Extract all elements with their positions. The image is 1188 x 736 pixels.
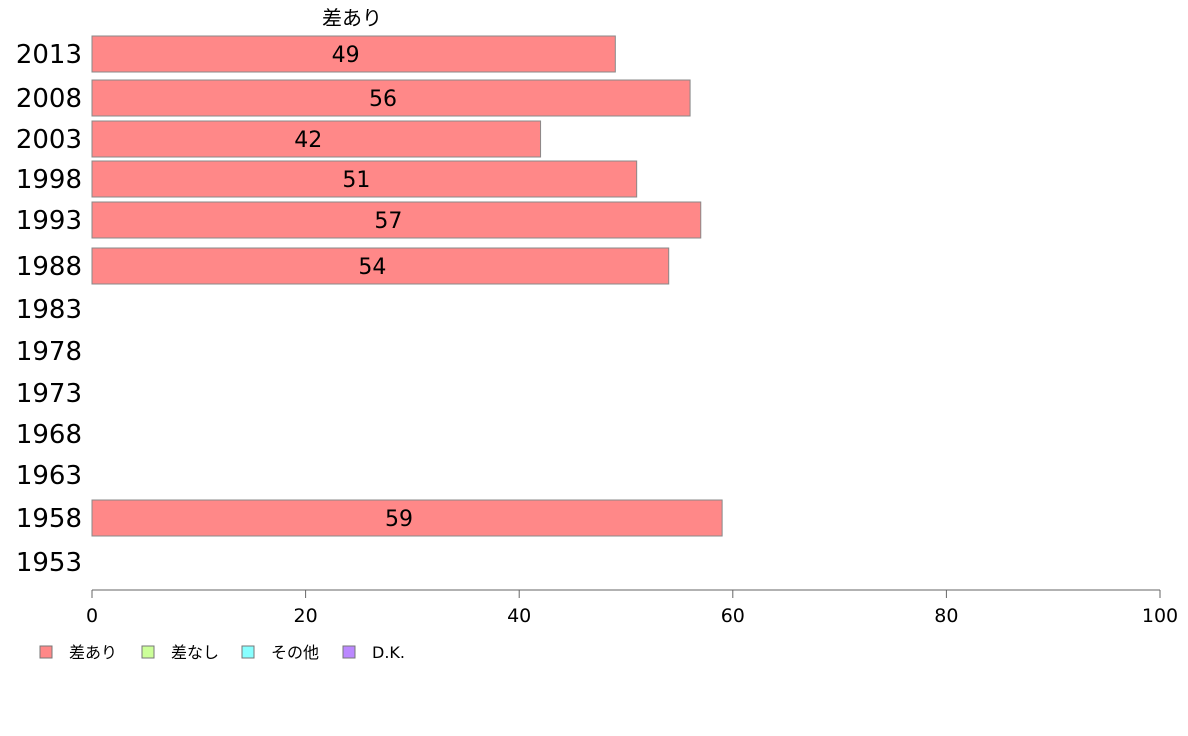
x-tick-label: 60	[721, 605, 745, 627]
x-axis: 0 20 40 60 80 100	[86, 589, 1178, 627]
legend-swatch	[342, 645, 356, 659]
bar	[91, 120, 542, 158]
legend-swatch	[241, 645, 255, 659]
legend-swatch	[39, 645, 53, 659]
legend: 差あり 差なし その他 D.K.	[39, 643, 405, 662]
bar-value-label: 59	[385, 507, 413, 532]
bar-value-label: 42	[294, 128, 322, 153]
bar	[91, 160, 638, 198]
y-tick-label: 1953	[16, 548, 82, 578]
legend-swatch	[141, 645, 155, 659]
x-tick-label: 20	[294, 605, 318, 627]
y-tick-label: 2013	[16, 40, 82, 70]
series-title: 差あり	[322, 6, 382, 30]
legend-label: 差なし	[171, 643, 219, 662]
bar-value-label: 57	[374, 209, 402, 234]
x-tick-label: 80	[934, 605, 958, 627]
y-tick-label: 2003	[16, 125, 82, 155]
y-tick-label: 1978	[16, 337, 82, 367]
bar	[91, 79, 691, 117]
y-tick-label: 1988	[16, 252, 82, 282]
y-axis-labels: 2013 2008 2003 1998 1993 1988 1983 1978 1973 1968…	[16, 40, 82, 578]
x-tick-label: 0	[86, 605, 98, 627]
bars	[91, 35, 723, 537]
bar-value-label: 54	[358, 255, 386, 280]
y-tick-label: 1983	[16, 295, 82, 325]
y-tick-label: 1963	[16, 461, 82, 491]
y-tick-label: 2008	[16, 84, 82, 114]
bar-value-label: 56	[369, 87, 397, 112]
y-tick-label: 1968	[16, 420, 82, 450]
y-tick-label: 1998	[16, 165, 82, 195]
y-tick-label: 1993	[16, 206, 82, 236]
x-tick-label: 100	[1142, 605, 1178, 627]
legend-label: その他	[271, 643, 319, 662]
y-tick-label: 1958	[16, 504, 82, 534]
bar	[91, 35, 616, 73]
bar-value-label: 49	[332, 43, 360, 68]
bar	[91, 201, 702, 239]
bar-value-label: 51	[342, 168, 370, 193]
x-tick-label: 40	[507, 605, 531, 627]
legend-label: 差あり	[69, 643, 117, 662]
bar	[91, 499, 723, 537]
legend-label: D.K.	[372, 643, 405, 662]
bar	[91, 247, 670, 285]
y-tick-label: 1973	[16, 379, 82, 409]
